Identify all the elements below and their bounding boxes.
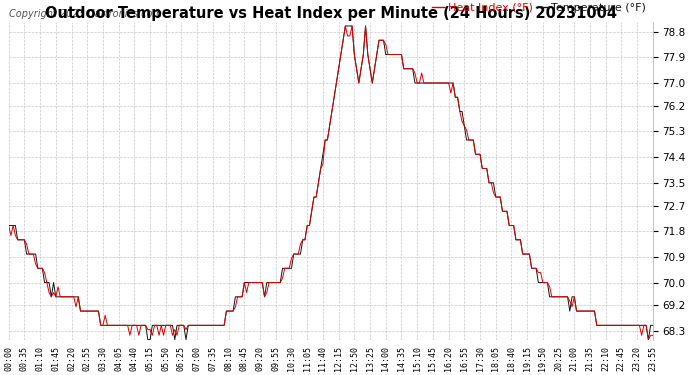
Temperature (°F) <box>61 295 69 299</box>
Heat Index (°F) <box>330 95 338 99</box>
Temperature (°F) <box>333 81 341 85</box>
Line: Heat Index (°F): Heat Index (°F) <box>9 26 653 340</box>
Heat Index (°F) <box>644 338 653 342</box>
Heat Index (°F) <box>649 333 657 338</box>
Temperature (°F) <box>5 223 13 228</box>
Heat Index (°F) <box>595 323 603 328</box>
Heat Index (°F) <box>559 295 567 299</box>
Temperature (°F) <box>649 323 657 328</box>
Heat Index (°F) <box>61 295 69 299</box>
Text: Copyright 2023 Cartronics.com: Copyright 2023 Cartronics.com <box>9 9 161 18</box>
Heat Index (°F) <box>342 24 350 28</box>
Title: Outdoor Temperature vs Heat Index per Minute (24 Hours) 20231004: Outdoor Temperature vs Heat Index per Mi… <box>45 6 617 21</box>
Heat Index (°F) <box>575 309 583 314</box>
Temperature (°F) <box>561 295 569 299</box>
Temperature (°F) <box>144 338 152 342</box>
Temperature (°F) <box>577 309 585 314</box>
Temperature (°F) <box>342 24 350 28</box>
Legend: Heat Index (°F), Temperature (°F): Heat Index (°F), Temperature (°F) <box>431 2 647 14</box>
Temperature (°F) <box>597 323 605 328</box>
Heat Index (°F) <box>5 223 13 228</box>
Heat Index (°F) <box>548 295 556 299</box>
Line: Temperature (°F): Temperature (°F) <box>9 26 653 340</box>
Temperature (°F) <box>550 295 558 299</box>
